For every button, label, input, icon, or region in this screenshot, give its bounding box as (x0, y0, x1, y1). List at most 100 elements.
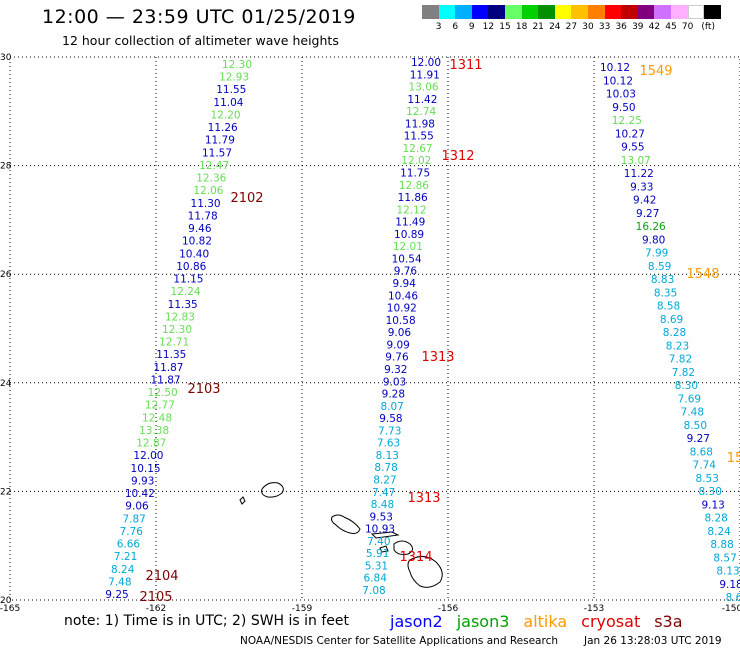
lon-tick-label: -165 (0, 604, 20, 614)
wave-height-label: 9.13 (701, 499, 724, 511)
wave-height-label: 8.58 (657, 301, 680, 313)
timestamp: Jan 26 13:28:03 UTC 2019 (584, 635, 722, 647)
colorbar-swatch (604, 5, 622, 19)
colorbar-label: 36 (615, 22, 627, 32)
wave-height-label: 9.33 (630, 181, 653, 193)
wave-height-label: 13.07 (621, 155, 651, 167)
lat-tick-label: 30 (0, 53, 12, 63)
colorbar-label: 27 (565, 22, 578, 32)
wave-height-label: 11.26 (208, 122, 238, 134)
wave-height-label: 8.35 (654, 287, 677, 299)
wave-height-label: 12.36 (196, 173, 226, 185)
wave-height-label: 10.93 (365, 524, 395, 536)
colorbar-swatch (471, 5, 489, 19)
wave-height-label: 12.48 (142, 412, 172, 424)
wave-height-label: 10.92 (387, 303, 417, 315)
wave-height-label: 8.30 (699, 486, 722, 498)
wave-height-label: 10.03 (606, 89, 636, 101)
map-subtitle: 12 hour collection of altimeter wave hei… (62, 33, 339, 48)
wave-height-label: 11.91 (410, 69, 440, 81)
wave-height-label: 6.84 (364, 573, 388, 585)
colorbar-swatch (488, 5, 505, 19)
wave-height-label: 11.86 (398, 192, 428, 204)
wave-height-label: 7.76 (120, 526, 144, 538)
altimeter-track: 12.3012.9311.5511.0412.2011.2611.7911.57… (105, 59, 252, 601)
wave-height-label: 12.83 (165, 311, 195, 323)
colorbar-label: 6 (452, 22, 459, 32)
wave-height-label: 10.54 (392, 253, 422, 265)
legend-item: s3a (654, 612, 683, 631)
pass-number-label: 1548 (686, 267, 719, 282)
colorbar-label: 30 (582, 22, 594, 32)
island-molokai (370, 531, 400, 539)
pass-number-label: 2105 (139, 590, 172, 605)
wave-height-label: 7.73 (378, 425, 401, 437)
wave-height-label: 9.03 (383, 376, 406, 388)
colorbar-label: 18 (515, 22, 528, 32)
pass-number-label: 2103 (187, 382, 220, 397)
wave-height-label: 7.87 (122, 513, 145, 525)
colorbar-label: 21 (532, 22, 544, 32)
wave-height-label: 13.06 (409, 82, 439, 94)
wave-height-label: 12.67 (403, 143, 433, 155)
wave-height-label: 12.86 (399, 180, 429, 192)
wave-height-label: 7.99 (645, 248, 668, 260)
pass-number-label: 1314 (399, 550, 432, 565)
wave-height-label: 9.76 (385, 352, 409, 364)
wave-height-label: 8.07 (380, 401, 403, 413)
wave-height-label: 8.24 (111, 564, 135, 576)
legend-item: altika (523, 612, 568, 631)
wave-height-label: 12.00 (133, 450, 163, 462)
wave-height-label: 11.30 (191, 198, 221, 210)
colorbar-label: 42 (648, 22, 661, 32)
altimeter-track: 12.0011.9113.0611.4212.7411.9811.5512.67… (362, 57, 441, 597)
wave-height-label: 8.59 (648, 261, 671, 273)
wave-height-label: 8.68 (690, 446, 713, 458)
colorbar-swatch (621, 5, 638, 19)
wave-height-label: 7.69 (678, 393, 701, 405)
wave-height-label: 12.93 (219, 72, 249, 84)
pass-number-label: 1549 (639, 64, 672, 79)
wave-height-label: 7.63 (377, 438, 400, 450)
colorbar-swatch (521, 5, 539, 19)
pass-number-label: 1311 (449, 58, 482, 73)
wave-height-label: 9.76 (394, 266, 418, 278)
wave-height-label: 7.82 (669, 354, 692, 366)
map-grid: -165 -162 -159 -156 -153 -150 30 28 26 24 22 20 (0, 53, 740, 614)
colorbar-label: 12 (482, 22, 495, 32)
wave-height-label: 12.50 (148, 387, 178, 399)
wave-height-label: 12.06 (193, 185, 223, 197)
satellite-legend: jason2 jason3 altika cryosat s3a (390, 612, 697, 631)
wave-height-label: 9.94 (393, 278, 417, 290)
wave-height-label: 8.57 (713, 552, 736, 564)
wave-height-label: 12.77 (145, 400, 175, 412)
lat-tick-label: 22 (0, 487, 11, 497)
legend-item: cryosat (581, 612, 641, 631)
pass-number-label: 2104 (145, 569, 178, 584)
wave-height-label: 11.42 (407, 94, 437, 106)
credit-line: NOAA/NESDIS Center for Satellite Applica… (240, 635, 558, 647)
lat-tick-label: 24 (0, 379, 12, 389)
wave-height-label: 9.09 (386, 339, 409, 351)
pass-number-label: 2102 (230, 191, 263, 206)
wave-height-label: 10.15 (131, 463, 161, 475)
wave-height-label: 7.40 (367, 536, 390, 548)
wave-height-label: 7.21 (114, 551, 137, 563)
wave-height-label: 7.48 (681, 407, 704, 419)
map-title: 12:00 — 23:59 UTC 01/25/2019 (42, 6, 356, 28)
wave-height-label: 9.27 (636, 208, 659, 220)
wave-height-label: 10.12 (600, 62, 630, 74)
wave-height-label: 9.32 (384, 364, 407, 376)
wave-height-label: 7.08 (362, 585, 385, 597)
wave-height-label: 8.24 (707, 526, 731, 538)
wave-height-label: 9.53 (370, 511, 393, 523)
wave-height-label: 8.27 (373, 474, 396, 486)
wave-height-label: 10.82 (182, 236, 212, 248)
island-maui (393, 540, 414, 555)
wave-height-label: 8.6 (726, 592, 740, 604)
wave-height-label: 6.66 (117, 539, 141, 551)
wave-height-label: 8.13 (376, 450, 399, 462)
colorbar-swatch (587, 5, 605, 19)
